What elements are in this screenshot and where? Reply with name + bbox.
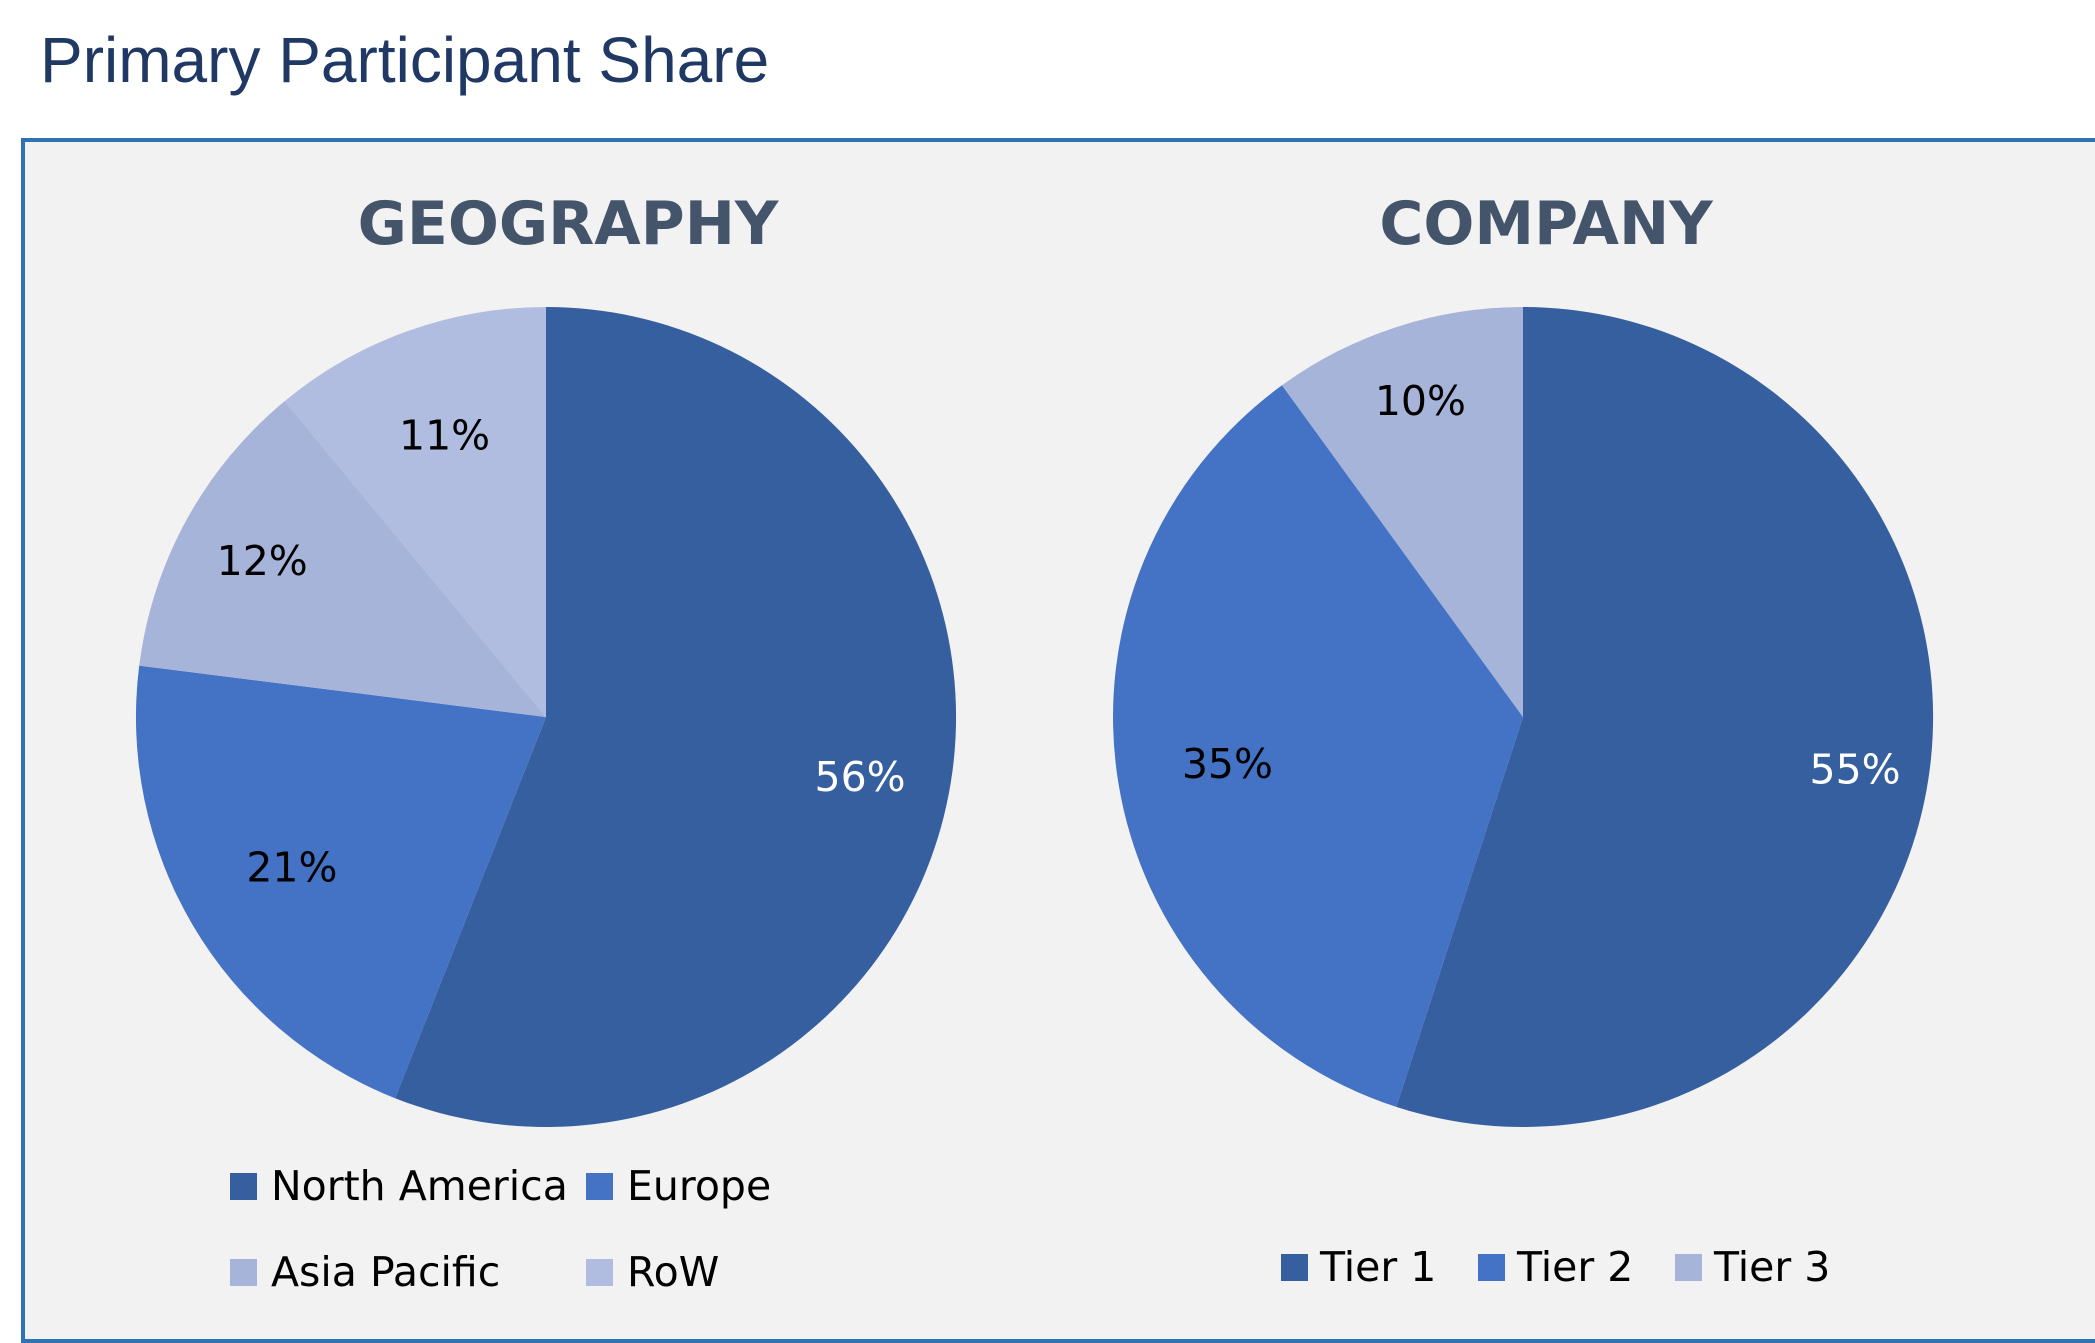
legend-label-asia-pacific: Asia Pacific xyxy=(271,1248,500,1296)
legend-entry-tier-1: Tier 1 xyxy=(1281,1243,1436,1291)
pie-slice-tier-3 xyxy=(1282,306,1523,717)
pie-slice-row xyxy=(284,307,546,717)
data-label-tier-3: 10% xyxy=(1375,377,1466,425)
data-label-tier-1: 55% xyxy=(1810,746,1901,794)
legend-entry-tier-2: Tier 2 xyxy=(1478,1243,1633,1291)
legend-label-row: RoW xyxy=(627,1248,719,1296)
company-chart-title: COMPANY xyxy=(1379,189,1714,259)
legend-swatch-north-america xyxy=(230,1173,257,1200)
legend-swatch-asia-pacific xyxy=(230,1259,257,1286)
company-chart: COMPANY 55% 35% 10% Tier 1 Tier 2 Tier 3 xyxy=(1113,189,1934,1291)
legend-entry-north-america: North America xyxy=(230,1162,568,1210)
data-label-asia-pacific: 12% xyxy=(217,537,308,585)
geography-legend: North America Europe Asia Pacific RoW xyxy=(230,1162,771,1296)
legend-entry-tier-3: Tier 3 xyxy=(1675,1243,1830,1291)
pie-slice-tier-1 xyxy=(1396,306,1934,1127)
pie-slice-asia-pacific xyxy=(139,401,546,717)
data-label-europe: 21% xyxy=(246,843,337,891)
legend-entry-row: RoW xyxy=(586,1248,719,1296)
company-legend: Tier 1 Tier 2 Tier 3 xyxy=(1281,1243,1830,1291)
geography-pie: 56% 21% 12% 11% xyxy=(135,307,957,1127)
legend-label-tier-2: Tier 2 xyxy=(1516,1243,1633,1291)
legend-entry-asia-pacific: Asia Pacific xyxy=(230,1248,500,1296)
legend-swatch-tier-1 xyxy=(1281,1254,1308,1281)
legend-entry-europe: Europe xyxy=(586,1162,771,1210)
company-pie: 55% 35% 10% xyxy=(1113,306,1934,1127)
page-title: Primary Participant Share xyxy=(40,24,770,96)
data-label-north-america: 56% xyxy=(815,753,906,801)
geography-chart: GEOGRAPHY 56% 21% 12% 11% North America Eur… xyxy=(135,189,957,1296)
geography-chart-title: GEOGRAPHY xyxy=(358,189,780,259)
legend-swatch-tier-2 xyxy=(1478,1254,1505,1281)
pie-slice-north-america xyxy=(395,307,957,1127)
data-label-row: 11% xyxy=(399,411,490,459)
legend-label-tier-1: Tier 1 xyxy=(1319,1243,1436,1291)
legend-swatch-europe xyxy=(586,1173,613,1200)
pie-slice-europe xyxy=(135,665,546,1099)
pie-slice-tier-2 xyxy=(1113,385,1523,1107)
legend-swatch-row xyxy=(586,1259,613,1286)
legend-label-north-america: North America xyxy=(271,1162,568,1210)
legend-label-europe: Europe xyxy=(627,1162,771,1210)
legend-label-tier-3: Tier 3 xyxy=(1713,1243,1830,1291)
data-label-tier-2: 35% xyxy=(1182,740,1273,788)
legend-swatch-tier-3 xyxy=(1675,1254,1702,1281)
